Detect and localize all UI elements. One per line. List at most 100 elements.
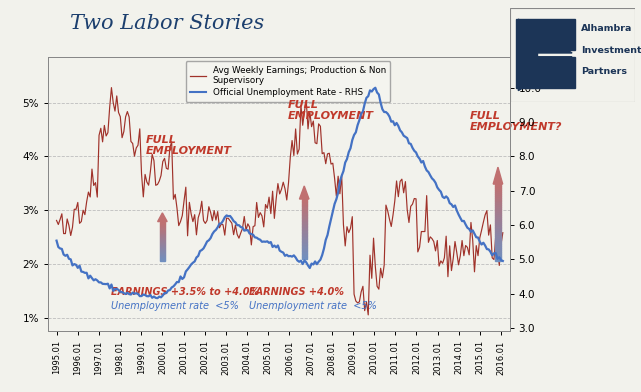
Bar [302,224,307,226]
Legend: Avg Weekly Earnings; Production & Non
Supervisory, Official Unemployment Rate - : Avg Weekly Earnings; Production & Non Su… [186,61,390,102]
Bar [160,258,165,260]
Bar [302,208,307,209]
Bar [302,245,307,247]
Bar [495,227,501,229]
Text: FULL
EMPLOYMENT: FULL EMPLOYMENT [287,100,373,122]
Bar [160,232,165,234]
Bar [302,242,307,244]
Bar [495,256,501,258]
Bar [160,230,165,232]
Bar [495,219,501,221]
Bar [302,250,307,251]
Bar [495,217,501,219]
Bar [495,190,501,192]
Bar [302,229,307,230]
Bar [302,238,307,239]
Bar [302,227,307,229]
Bar [495,234,501,236]
Bar [160,251,165,252]
Polygon shape [299,186,309,199]
Text: Two Labor Stories: Two Labor Stories [69,14,264,33]
Bar [160,240,165,241]
Bar [302,217,307,218]
Bar [495,198,501,200]
Bar [160,234,165,236]
Bar [302,203,307,205]
Bar [160,256,165,257]
Bar [302,253,307,254]
Bar [160,236,165,238]
Bar [302,239,307,241]
Bar [160,242,165,243]
Bar [302,223,307,224]
Bar [495,203,501,205]
Bar [495,236,501,238]
Text: EARNINGS +4.0%: EARNINGS +4.0% [249,287,344,297]
Bar [495,232,501,234]
Bar [302,207,307,208]
Bar [495,244,501,246]
Text: FULL
EMPLOYMENT?: FULL EMPLOYMENT? [469,111,562,132]
Bar [160,238,165,240]
Bar [302,205,307,207]
Bar [302,257,307,259]
Bar [302,247,307,248]
Bar [495,225,501,227]
Bar [160,255,165,256]
Bar [495,242,501,244]
Bar [302,226,307,227]
Bar [160,229,165,230]
Bar [302,218,307,220]
Bar [495,230,501,232]
Bar [302,248,307,250]
Bar [495,192,501,194]
Bar [160,245,165,247]
Bar [495,196,501,198]
Bar [302,232,307,233]
Bar [160,225,165,227]
Bar [160,223,165,225]
Text: Investment: Investment [581,46,641,54]
Bar [160,249,165,250]
Bar [160,221,165,223]
Bar [302,235,307,236]
Bar [160,252,165,253]
Bar [302,209,307,211]
Bar [160,260,165,261]
Bar [495,250,501,252]
Bar [160,253,165,254]
Text: Unemployment rate  <5%: Unemployment rate <5% [249,301,377,311]
Bar [302,256,307,257]
Bar [495,229,501,230]
Bar [495,238,501,240]
Bar [495,213,501,215]
Bar [302,199,307,201]
Bar [302,241,307,242]
Bar [495,186,501,188]
Bar [302,236,307,238]
Bar [302,212,307,214]
Polygon shape [158,213,167,221]
Bar [495,223,501,225]
Bar [302,244,307,245]
Bar [302,202,307,203]
Bar [302,214,307,216]
Polygon shape [519,57,572,91]
Bar [495,221,501,223]
Bar [160,257,165,258]
Bar [495,260,501,261]
Bar [302,220,307,221]
Text: Partners: Partners [581,67,627,76]
Bar [302,230,307,232]
Bar [495,240,501,242]
Bar [495,209,501,211]
Bar [495,254,501,256]
Text: EARNINGS +3.5% to +4.0%: EARNINGS +3.5% to +4.0% [110,287,259,297]
Bar [302,254,307,256]
Bar [495,258,501,260]
Bar [495,215,501,217]
Bar [495,200,501,201]
Polygon shape [516,19,574,88]
Bar [160,243,165,245]
Bar [302,211,307,212]
